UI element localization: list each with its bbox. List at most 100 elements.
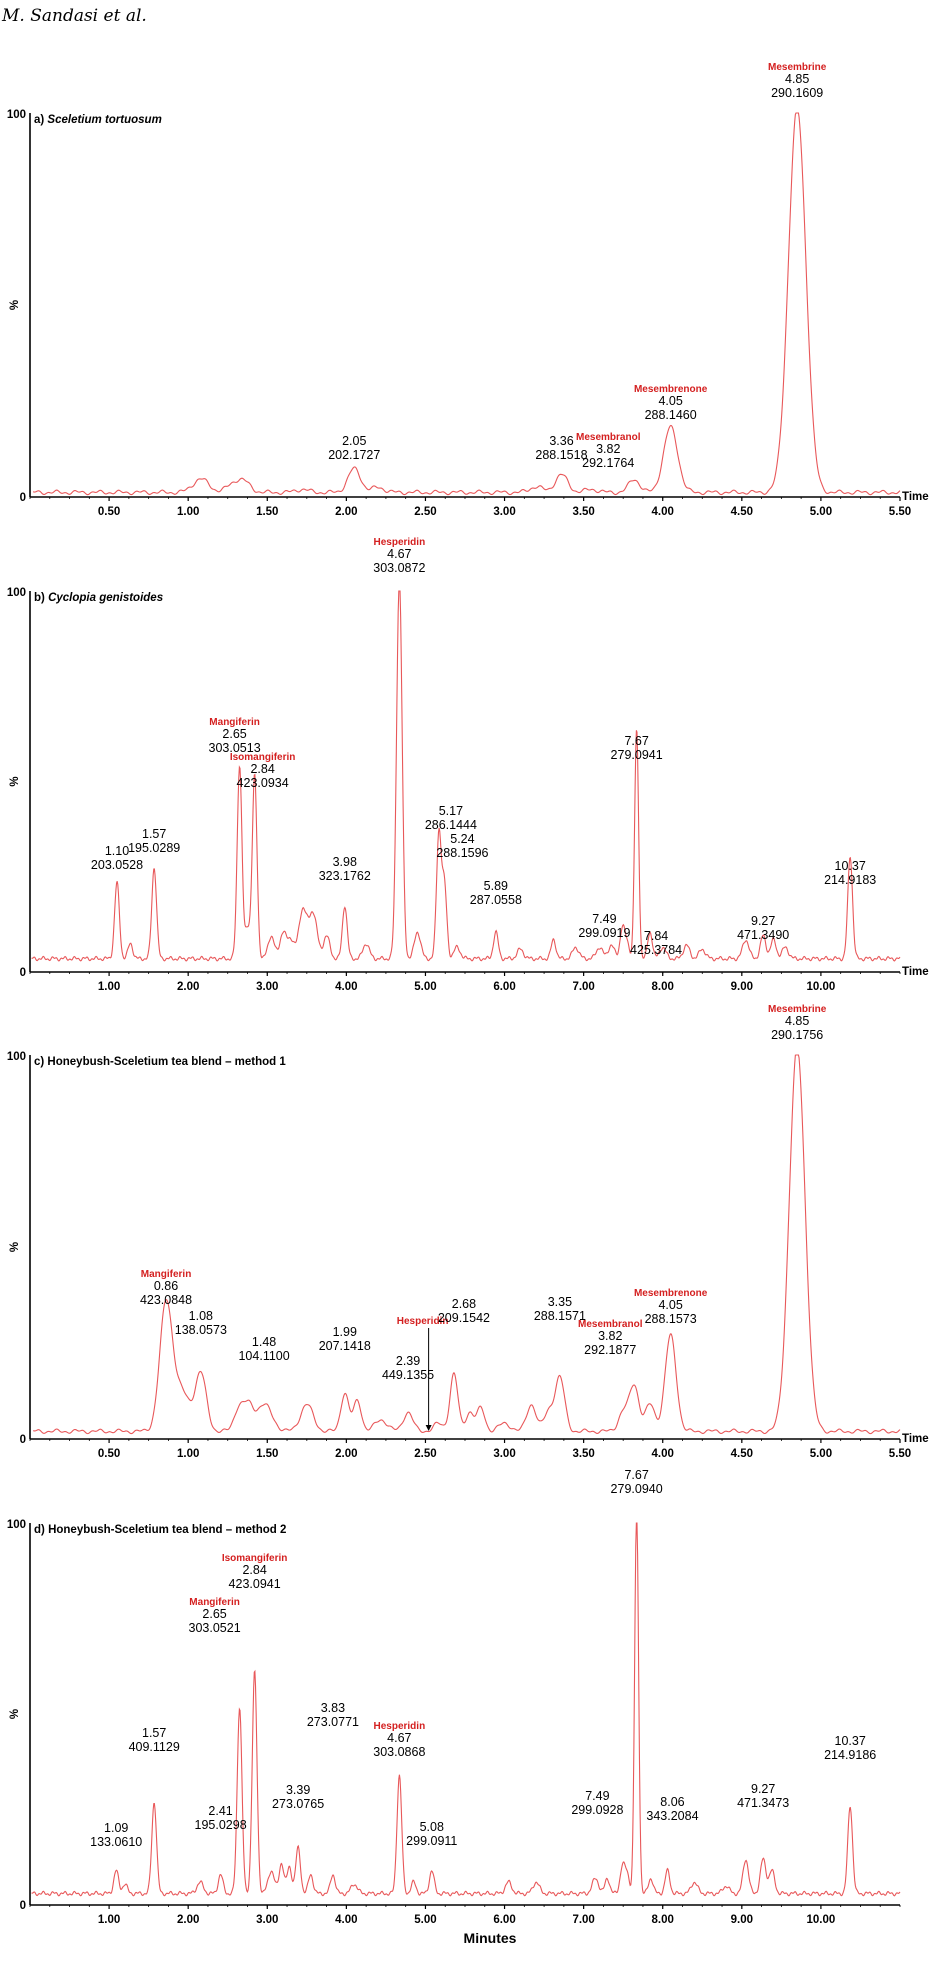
x-tick-label: 2.50	[414, 506, 436, 518]
chromatogram-panel: 100 0% d) Honeybush-Sceletium tea blend – …	[7, 1468, 901, 1946]
mass-label: 195.0289	[128, 841, 180, 855]
x-tick-label: 9.00	[731, 981, 753, 993]
mass-label: 273.0765	[272, 1797, 324, 1811]
retention-time-label: 2.68	[452, 1297, 476, 1311]
y-axis-label: %	[9, 1242, 21, 1252]
compound-name-label: Mesembranol	[578, 1319, 643, 1330]
x-tick-label: 1.00	[98, 981, 120, 993]
mass-label: 423.0941	[229, 1577, 281, 1591]
y-tick-label-0: 0	[20, 1900, 26, 1912]
retention-time-label: 10.37	[835, 1734, 866, 1748]
compound-name-label: Isomangiferin	[222, 1553, 288, 1564]
chromatogram-trace	[31, 1522, 901, 1897]
mass-label: 425.3784	[630, 943, 682, 957]
retention-time-label: 7.67	[624, 1468, 648, 1482]
mass-label: 423.0848	[140, 1293, 192, 1307]
mass-label: 288.1573	[645, 1312, 697, 1326]
retention-time-label: 7.49	[592, 912, 616, 926]
mass-label: 288.1518	[535, 448, 587, 462]
x-tick-label: 4.00	[335, 1914, 357, 1926]
mass-label: 214.9186	[824, 1748, 876, 1762]
compound-name-label: Mangiferin	[209, 717, 260, 728]
x-tick-label: 5.00	[414, 1914, 436, 1926]
retention-time-label: 5.89	[484, 879, 508, 893]
retention-time-label: 4.05	[658, 394, 682, 408]
chromatogram-trace	[32, 1054, 901, 1435]
compound-name-label: Mesembrine	[768, 62, 827, 73]
x-tick-label: 4.00	[652, 506, 674, 518]
retention-time-label: 9.27	[751, 914, 775, 928]
x-tick-label: 6.00	[493, 1914, 515, 1926]
panel-title: b) Cyclopia genistoides	[34, 592, 163, 604]
retention-time-label: 10.37	[835, 859, 866, 873]
retention-time-label: 3.82	[596, 442, 620, 456]
mass-label: 209.1542	[438, 1311, 490, 1325]
retention-time-label: 9.27	[751, 1782, 775, 1796]
retention-time-label: 1.09	[104, 1821, 128, 1835]
retention-time-label: 1.99	[333, 1325, 357, 1339]
y-tick-label-0: 0	[20, 1434, 26, 1446]
mass-label: 292.1764	[582, 456, 634, 470]
mass-label: 299.0928	[571, 1803, 623, 1817]
retention-time-label: 3.39	[286, 1783, 310, 1797]
x-tick-label: 2.00	[177, 981, 199, 993]
x-tick-label: 2.00	[335, 1448, 357, 1460]
x-tick-label: 5.00	[414, 981, 436, 993]
mass-label: 133.0610	[90, 1835, 142, 1849]
x-tick-label: 3.50	[572, 506, 594, 518]
x-tick-label: 1.00	[98, 1914, 120, 1926]
y-tick-label-100: 100	[7, 1519, 26, 1531]
mass-label: 288.1596	[436, 846, 488, 860]
retention-time-label: 3.36	[549, 434, 573, 448]
y-tick-label-0: 0	[20, 492, 26, 504]
x-tick-label: 1.50	[256, 506, 278, 518]
x-tick-label: 5.50	[889, 506, 911, 518]
x-tick-label: 5.00	[810, 1448, 832, 1460]
mass-label: 303.0872	[373, 561, 425, 575]
x-tick-label: 1.00	[177, 1448, 199, 1460]
x-tick-label: 8.00	[652, 1914, 674, 1926]
compound-name-label: Mesembrenone	[634, 1288, 708, 1299]
mass-label: 104.1100	[238, 1349, 289, 1363]
mass-label: 303.0521	[189, 1621, 241, 1635]
retention-time-label: 3.82	[598, 1329, 622, 1343]
mass-label: 290.1756	[771, 1028, 823, 1042]
mass-label: 343.2084	[646, 1809, 698, 1823]
retention-time-label: 7.84	[644, 929, 668, 943]
retention-time-label: 5.17	[439, 804, 463, 818]
mass-label: 288.1571	[534, 1309, 586, 1323]
panel-title: c) Honeybush-Sceletium tea blend – metho…	[34, 1056, 286, 1068]
mass-label: 449.1355	[382, 1368, 434, 1382]
x-axis-label: Minutes	[464, 1930, 517, 1946]
x-tick-label: 9.00	[731, 1914, 753, 1926]
x-tick-label: 3.50	[572, 1448, 594, 1460]
chromatogram-panel: 100 0% b) Cyclopia genistoides 1.00 2.00 3.00…	[7, 537, 929, 993]
compound-name-label: Mesembrine	[768, 1004, 827, 1015]
panel-title: d) Honeybush-Sceletium tea blend – metho…	[34, 1524, 286, 1536]
x-tick-label: 10.00	[807, 981, 836, 993]
y-tick-label-100: 100	[7, 109, 26, 121]
compound-name-label: Isomangiferin	[230, 752, 296, 763]
retention-time-label: 1.57	[142, 1726, 166, 1740]
mass-label: 287.0558	[470, 893, 522, 907]
